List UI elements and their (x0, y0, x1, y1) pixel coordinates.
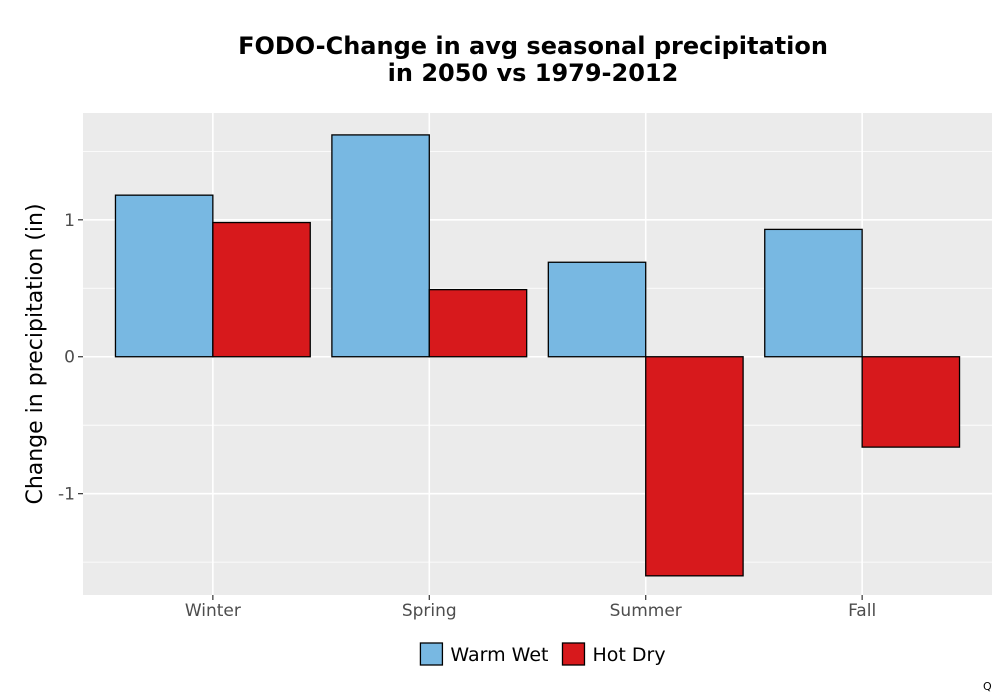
bar-spring-warm-wet (331, 134, 430, 358)
bar-winter-hot-dry (212, 221, 311, 358)
bar-fall-warm-wet (764, 228, 863, 358)
bar-spring-hot-dry (428, 288, 528, 358)
bars (114, 134, 961, 577)
x-tick-label: Spring (402, 601, 457, 621)
bar-summer-warm-wet (547, 261, 647, 358)
y-axis-label: Change in precipitation (in) (23, 203, 48, 504)
bar-winter-warm-wet (114, 194, 214, 358)
x-axis: Winter Spring Summer Fall (185, 595, 876, 621)
y-tick-label: 1 (64, 211, 75, 231)
x-tick-label: Winter (185, 601, 241, 621)
y-tick-label: -1 (58, 485, 75, 505)
bar-fall-hot-dry (861, 356, 961, 448)
x-tick-label: Summer (610, 601, 682, 621)
legend-label-hot-dry: Hot Dry (592, 644, 665, 666)
y-tick-label: 0 (64, 348, 75, 368)
legend-key-hot-dry (561, 642, 586, 666)
legend-label-warm-wet: Warm Wet (450, 644, 548, 666)
chart-title-line-2: in 2050 vs 1979-2012 (388, 59, 679, 87)
x-tick-label: Fall (848, 601, 876, 621)
corner-label: Q (983, 680, 992, 693)
y-axis: -1 0 1 (58, 211, 83, 505)
bar-summer-hot-dry (645, 356, 744, 577)
chart-title-line-1: FODO-Change in avg seasonal precipitatio… (238, 32, 828, 60)
legend: Warm Wet Hot Dry (419, 642, 666, 666)
legend-key-warm-wet (419, 642, 444, 666)
